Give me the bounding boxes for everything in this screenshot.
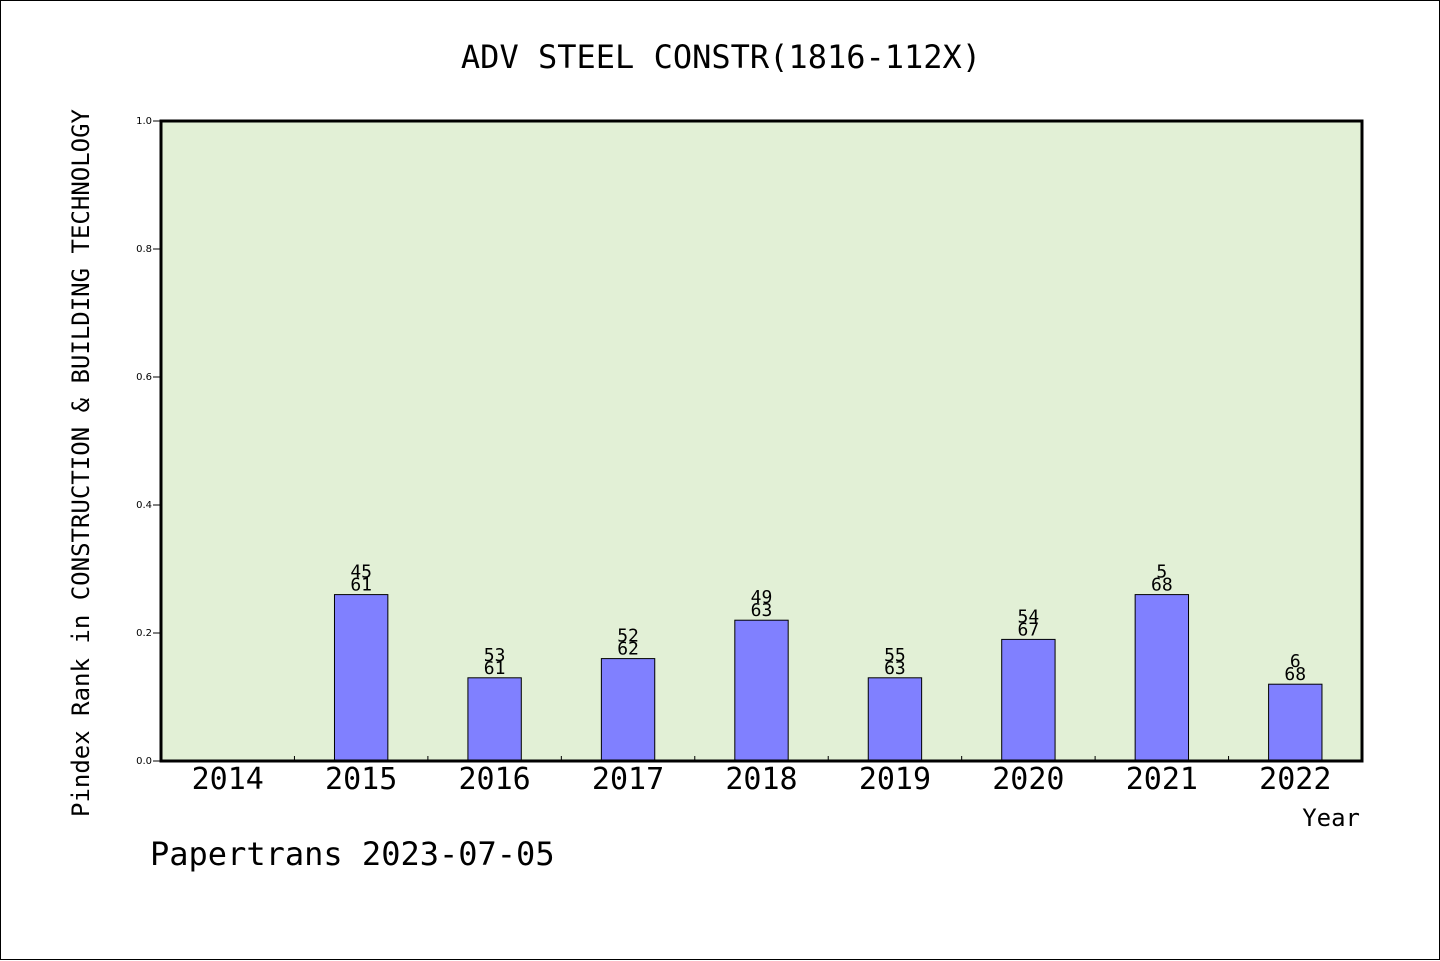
bar-label-bottom: 67	[1018, 619, 1040, 640]
bar-label-bottom: 68	[1151, 575, 1173, 596]
x-tick-label: 2014	[192, 762, 264, 797]
bar	[1001, 638, 1056, 762]
y-tick-label: 1.0	[136, 116, 152, 127]
bar-label-top: 6	[1290, 651, 1301, 672]
bar-label-bottom: 62	[617, 639, 639, 660]
bar	[467, 677, 522, 762]
bars	[333, 594, 1323, 762]
x-tick-label: 2020	[992, 762, 1064, 797]
x-tick-label: 2021	[1126, 762, 1198, 797]
y-tick-label: 0.6	[136, 372, 152, 383]
bar	[1134, 594, 1190, 762]
bar-label-top: 55	[884, 645, 906, 666]
x-tick-label: 2018	[725, 762, 797, 797]
x-axis-ticks: 2014 2015 2016 2017 2018 2019 2020 2021 2022	[192, 756, 1331, 797]
bar-label-top: 54	[1018, 606, 1040, 627]
y-axis-label: Pindex Rank in CONSTRUCTION & BUILDING T…	[67, 108, 95, 817]
bar-label-top: 45	[350, 562, 372, 583]
bar	[600, 658, 656, 762]
x-tick-label: 2015	[325, 762, 397, 797]
bar-label-bottom: 68	[1284, 664, 1306, 685]
x-tick-label: 2022	[1259, 762, 1331, 797]
bar-label-top: 5	[1156, 562, 1167, 583]
bar	[867, 677, 923, 762]
bar-label-top: 53	[484, 645, 506, 666]
y-tick-label: 0.2	[136, 628, 152, 639]
y-tick-label: 0.8	[136, 244, 152, 255]
y-tick-label: 0.4	[136, 500, 152, 511]
bar-label-bottom: 61	[484, 658, 506, 679]
bar-label-top: 49	[751, 587, 773, 608]
footer-text: Papertrans 2023-07-05	[150, 835, 555, 873]
x-tick-label: 2019	[859, 762, 931, 797]
x-tick-label: 2017	[592, 762, 664, 797]
chart-title: ADV STEEL CONSTR(1816-112X)	[461, 38, 981, 76]
bar	[333, 594, 389, 762]
plot-frame	[159, 119, 1364, 763]
bar-label-bottom: 61	[350, 575, 372, 596]
y-axis-ticks: 0.0 0.2 0.4 0.6 0.8 1.0	[136, 116, 161, 767]
bar	[734, 619, 789, 762]
bar-label-bottom: 63	[751, 600, 773, 621]
x-tick-label: 2016	[458, 762, 530, 797]
bar	[1268, 683, 1323, 762]
bar-label-bottom: 63	[884, 658, 906, 679]
bar-label-top: 52	[617, 626, 639, 647]
x-axis-label: Year	[1302, 804, 1360, 832]
y-tick-label: 0.0	[136, 756, 152, 767]
